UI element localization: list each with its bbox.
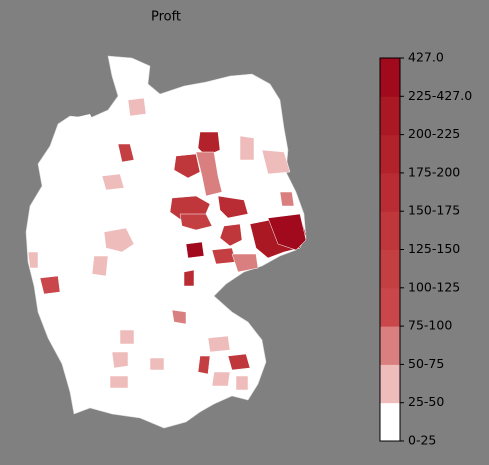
colorbar-segment bbox=[380, 402, 400, 442]
region bbox=[111, 351, 129, 369]
colorbar-label: 427.0 bbox=[408, 50, 444, 65]
colorbar: 0-25 25-50 50-75 75-100 100-125 125-150 150-17… bbox=[379, 50, 472, 448]
colorbar-segment bbox=[380, 287, 400, 327]
region bbox=[195, 151, 223, 197]
region bbox=[101, 173, 125, 191]
region bbox=[279, 191, 295, 207]
region bbox=[183, 269, 195, 287]
colorbar-label: 175-200 bbox=[408, 164, 460, 179]
region bbox=[211, 371, 231, 387]
germany-map bbox=[25, 55, 307, 429]
colorbar-segment bbox=[380, 249, 400, 289]
colorbar-label: 125-150 bbox=[408, 241, 460, 256]
region bbox=[227, 353, 251, 371]
region bbox=[117, 143, 135, 163]
colorbar-label: 75-100 bbox=[408, 318, 452, 333]
region bbox=[173, 153, 201, 179]
region bbox=[217, 195, 249, 219]
region bbox=[207, 335, 231, 353]
region bbox=[91, 255, 109, 277]
region bbox=[103, 227, 135, 253]
colorbar-label: 25-50 bbox=[408, 394, 444, 409]
colorbar-label: 150-175 bbox=[408, 203, 460, 218]
colorbar-label: 0-25 bbox=[408, 433, 436, 448]
region bbox=[239, 135, 255, 161]
region bbox=[197, 355, 211, 375]
colorbar-label: 225-427.0 bbox=[408, 88, 472, 103]
region bbox=[185, 241, 205, 259]
region bbox=[267, 213, 307, 251]
colorbar-segment bbox=[380, 211, 400, 250]
region bbox=[119, 329, 135, 345]
colorbar-label: 200-225 bbox=[408, 126, 460, 141]
region bbox=[127, 97, 147, 117]
region bbox=[149, 357, 165, 371]
colorbar-segment bbox=[380, 172, 400, 212]
region bbox=[27, 251, 39, 269]
region bbox=[211, 247, 237, 265]
regions bbox=[27, 97, 307, 391]
colorbar-segment bbox=[380, 364, 400, 404]
region bbox=[109, 375, 129, 389]
region bbox=[179, 213, 213, 231]
colorbar-label: 100-125 bbox=[408, 279, 460, 294]
colorbar-segment bbox=[380, 58, 400, 97]
region bbox=[261, 149, 291, 175]
region bbox=[39, 275, 61, 295]
region bbox=[219, 223, 243, 247]
colorbar-segment bbox=[380, 326, 400, 365]
region bbox=[231, 253, 259, 273]
map-title: Proft bbox=[151, 10, 181, 25]
region bbox=[171, 309, 187, 325]
region bbox=[235, 375, 249, 391]
island bbox=[64, 114, 92, 124]
colorbar-segment bbox=[380, 134, 400, 174]
country-outline bbox=[25, 55, 307, 429]
colorbar-segment bbox=[380, 96, 400, 136]
colorbar-label: 50-75 bbox=[408, 356, 444, 371]
